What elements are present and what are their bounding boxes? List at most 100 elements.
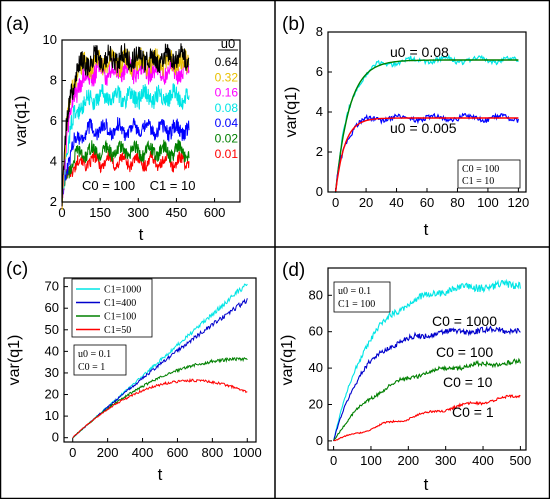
panel-b-xtick-label: 120 xyxy=(508,195,530,210)
panel-a-ticks: 0 150 300 450 600 2 4 6 8 10 xyxy=(43,32,226,220)
panel-b-xtick-label: 100 xyxy=(477,195,499,210)
panel-d-series-c0-100 xyxy=(333,325,521,442)
panel-b-series xyxy=(334,53,519,193)
panel-c-ytick-label: 10 xyxy=(45,408,59,423)
panel-a-series-u0-0p04 xyxy=(61,117,190,201)
panel-d-label-c0-1: C0 = 1 xyxy=(452,404,494,420)
panel-b-annotation-box xyxy=(457,159,521,189)
panel-b-label-0p08: u0 = 0.08 xyxy=(390,44,449,60)
panel-d-xtick-label: 400 xyxy=(472,453,494,468)
panel-b-annotation-line-1: C0 = 100 xyxy=(462,164,499,175)
panel-c-legend: C1=1000 C1=400 C1=100 C1=50 xyxy=(76,285,141,336)
panel-d-label: (d) xyxy=(282,260,305,281)
panel-a-legend-entry: 0.16 xyxy=(215,86,239,100)
panel-a-legend-entry: 0.04 xyxy=(215,116,239,130)
panel-d-series xyxy=(333,278,521,442)
panel-c-series xyxy=(72,283,248,439)
panel-d-xtick-label: 100 xyxy=(360,453,382,468)
panel-c-ytick-label: 70 xyxy=(45,279,59,294)
panel-a-legend: 0.640.32 0.160.080.04 0.020.01 xyxy=(215,55,239,161)
panel-c-ytick-label: 60 xyxy=(45,300,59,315)
panel-a-ytick-label: 2 xyxy=(50,194,57,209)
panel-d-label-c0-1000: C0 = 1000 xyxy=(432,313,497,329)
panel-d-annotation-line-2: C1 = 100 xyxy=(338,299,375,310)
panel-b-ytick-label: 4 xyxy=(316,104,323,119)
panel-b-xtick-label: 40 xyxy=(389,195,403,210)
panel-a-annotation: C0 = 100 C1 = 10 xyxy=(82,178,195,193)
panel-c-series-c1-50 xyxy=(72,377,248,439)
panel-c-xtick-label: 0 xyxy=(69,445,76,460)
panel-c-ytick-label: 30 xyxy=(45,365,59,380)
panel-d-series-c0-10 xyxy=(333,357,521,442)
panel-c-axes-frame xyxy=(63,277,257,443)
panel-a-label: (a) xyxy=(6,14,29,35)
panel-c-xlabel: t xyxy=(158,465,163,484)
panel-a-ytick-label: 4 xyxy=(50,154,57,169)
panel-b-ytick-label: 8 xyxy=(316,24,323,39)
panel-a-ylabel: var(q1) xyxy=(13,96,30,147)
panel-a-ytick-label: 10 xyxy=(43,32,57,47)
panel-b-series-fit-0-005 xyxy=(334,117,519,193)
panel-d-ytick-label: 60 xyxy=(309,324,323,339)
panel-c-ytick-label: 50 xyxy=(45,322,59,337)
panel-b-xtick-label: 0 xyxy=(332,195,339,210)
panel-c-ylabel: var(q1) xyxy=(6,335,23,386)
panel-b-xtick-label: 20 xyxy=(359,195,373,210)
panel-d-annotation-box xyxy=(333,281,391,313)
panel-c-legend-entry: C1=100 xyxy=(104,312,136,323)
panel-c-xtick-label: 800 xyxy=(202,445,224,460)
panel-c-ticks: 0 200 400 600 800 1000 0 10 20 30 40 50 60 70 xyxy=(45,279,262,460)
panel-c-xtick-label: 400 xyxy=(132,445,154,460)
panel-d-ytick-label: 20 xyxy=(309,397,323,412)
panel-c-annotation-line-1: u0 = 0.1 xyxy=(78,349,111,360)
panel-a-xtick-label: 0 xyxy=(58,205,65,220)
panel-a-series-u0-0p64 xyxy=(61,43,190,207)
panel-b-ticks: 0 20 40 60 80 100 120 0 2 4 6 8 xyxy=(316,24,529,210)
panel-a-series-u0-0p02 xyxy=(61,139,190,201)
panel-d-axes-frame xyxy=(327,267,527,451)
panel-b-ytick-label: 0 xyxy=(316,184,323,199)
panel-a-legend-entry: 0.01 xyxy=(215,147,239,161)
panel-a-xtick-label: 600 xyxy=(204,205,226,220)
panel-c-xtick-label: 200 xyxy=(97,445,119,460)
panel-a-ytick-label: 6 xyxy=(50,113,57,128)
panel-b-xtick-label: 80 xyxy=(450,195,464,210)
panel-d-xlabel: t xyxy=(424,475,429,494)
panel-d-label-c0-10: C0 = 10 xyxy=(443,374,493,390)
panel-c-legend-entry: C1=400 xyxy=(104,298,136,309)
panel-c: (c) 0 200 400 600 800 1000 0 10 20 30 40 50 60 70 var… xyxy=(6,259,262,484)
panel-d-ytick-label: 80 xyxy=(309,287,323,302)
panel-a-xtick-label: 300 xyxy=(127,205,149,220)
panel-a-xtick-label: 450 xyxy=(166,205,188,220)
panel-a-legend-entry: 0.32 xyxy=(215,70,239,84)
panel-c-annotation-box xyxy=(73,344,127,376)
panel-d-ticks: 0 100 200 300 400 500 0 20 40 60 80 xyxy=(309,287,532,468)
panel-c-ytick-label: 0 xyxy=(52,430,59,445)
panel-b: (b) 0 20 40 60 80 100 120 0 2 4 6 8 var(q1) t u0 = … xyxy=(282,14,529,239)
panel-a-legend-entry: 0.64 xyxy=(215,55,239,69)
panel-d-ytick-label: 40 xyxy=(309,360,323,375)
panel-d-ytick-label: 0 xyxy=(316,433,323,448)
panel-d-label-c0-100: C0 = 100 xyxy=(436,344,493,360)
panel-a-xlabel: t xyxy=(139,225,144,244)
panel-d-xtick-label: 500 xyxy=(510,453,532,468)
panel-b-axes-frame xyxy=(327,31,527,193)
panel-b-ytick-label: 6 xyxy=(316,64,323,79)
panel-b-label: (b) xyxy=(282,14,305,35)
panel-a-legend-entry: 0.08 xyxy=(215,101,239,115)
panel-c-series-c1-100 xyxy=(72,356,248,439)
panel-b-annotation-line-2: C1 = 10 xyxy=(462,176,494,187)
panel-d-xtick-label: 0 xyxy=(330,453,337,468)
panel-a-legend-entry: 0.02 xyxy=(215,132,239,146)
panel-b-label-0p005: u0 = 0.005 xyxy=(390,120,457,136)
panel-c-ytick-label: 20 xyxy=(45,387,59,402)
panel-c-xtick-label: 1000 xyxy=(233,445,262,460)
panel-d-xtick-label: 300 xyxy=(435,453,457,468)
panel-b-ylabel: var(q1) xyxy=(283,87,300,138)
panel-c-xtick-label: 600 xyxy=(167,445,189,460)
panel-c-ytick-label: 40 xyxy=(45,343,59,358)
panel-a-series-u0-0p08 xyxy=(61,83,190,205)
panel-c-legend-entry: C1=50 xyxy=(104,325,131,336)
panel-b-xlabel: t xyxy=(424,220,429,239)
